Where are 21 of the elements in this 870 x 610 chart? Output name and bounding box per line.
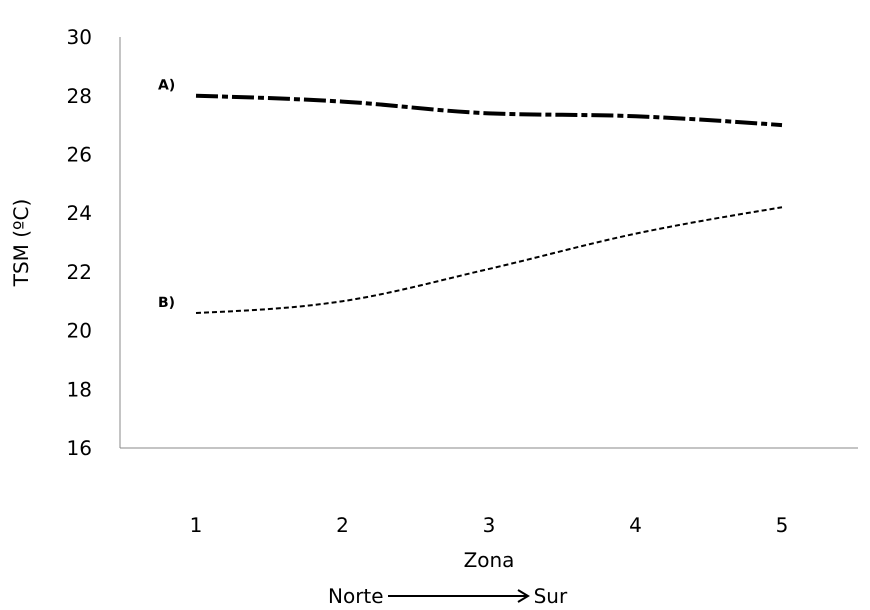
x-tick-label: 5 [776, 513, 788, 538]
y-tick-label: 28 [66, 84, 92, 108]
y-axis-title: TSM (ºC) [9, 198, 34, 288]
y-tick-label: 20 [66, 318, 92, 343]
y-tick-label: 26 [66, 142, 92, 167]
x-tick-label: 2 [336, 513, 349, 538]
x-tick-label: 4 [629, 513, 642, 538]
x-axis-title: Zona [464, 548, 514, 572]
y-tick-label: 30 [66, 25, 92, 50]
text: Norte [328, 584, 384, 608]
line-series [195, 206, 783, 314]
y-tick-label: 22 [66, 260, 92, 284]
x-tick-label: 3 [482, 513, 496, 538]
series-label: B) [158, 294, 176, 311]
x-tick-label: 1 [190, 513, 202, 538]
y-tick-label: 18 [66, 377, 92, 402]
y-tick-label: 24 [66, 201, 92, 226]
text: Sur [534, 584, 568, 608]
line-series [194, 94, 784, 128]
series-label: A) [158, 78, 176, 94]
y-tick-label: 16 [66, 436, 92, 460]
